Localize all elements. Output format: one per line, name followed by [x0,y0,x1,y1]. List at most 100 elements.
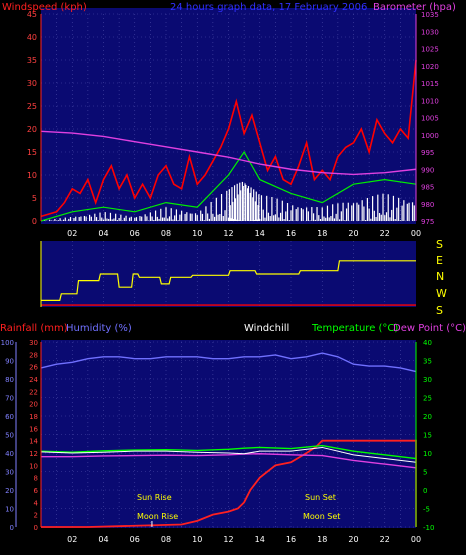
humidity-y-tick-label: 0 [10,524,14,532]
rain-y-tick-label: 22 [29,388,38,396]
baro-y-tick-label: 980 [421,201,434,209]
temp-y-tick-label: 5 [423,469,427,477]
wind-y-tick-label: 40 [27,33,37,42]
temp-y-tick-label: -10 [423,524,434,532]
baro-y-tick-label: 995 [421,149,434,157]
rain-y-tick-label: 2 [34,512,38,520]
wind-x-tick-label: 00 [411,229,421,238]
baro-y-tick-label: 1010 [421,97,439,105]
humidity-line [40,352,417,373]
wind-y-tick-label: 25 [27,102,37,111]
wind-x-tick-label: 12 [223,229,233,238]
rain-y-tick-label: 10 [29,462,38,470]
temp-x-tick-label: 10 [192,535,202,544]
baro-y-tick-label: 1015 [421,80,439,88]
wind-x-tick-label: 14 [255,229,265,238]
wind-y-tick-label: 20 [27,125,37,134]
rain-y-tick-label: 8 [34,475,38,483]
temp-y-tick-label: 30 [423,376,432,384]
moon-set-annotation: Moon Set [303,512,340,521]
rainfall-label: Rainfall (mm) [0,323,68,334]
rain-y-tick-label: 4 [34,499,39,507]
chart-title: 24 hours graph data, 17 February 2006 [170,2,367,13]
wind-y-tick-label: 0 [32,217,37,226]
humidity-y-tick-label: 30 [5,469,14,477]
temp-x-tick-label: 12 [223,535,233,544]
wind-direction-line [41,260,416,301]
humidity-y-tick-label: 20 [5,487,14,495]
rain-y-tick-label: 16 [29,425,38,433]
dewpoint-line [41,453,417,469]
temperature-line [40,444,417,460]
temp-y-tick-label: 20 [423,413,432,421]
wind-y-tick-label: 10 [27,171,37,180]
temp-x-tick-label: 14 [255,535,265,544]
humidity-y-tick-label: 60 [5,413,14,421]
temp-x-tick-label: 22 [380,535,390,544]
temp-x-tick-label: 18 [317,535,327,544]
wind-x-tick-label: 22 [380,229,390,238]
wind-y-tick-label: 30 [27,79,37,88]
baro-y-tick-label: 990 [421,166,434,174]
rain-y-tick-label: 6 [34,487,39,495]
rain-y-tick-label: 24 [29,376,38,384]
rain-y-tick-label: 0 [34,524,38,532]
wind-x-tick-label: 10 [192,229,202,238]
wind-y-tick-label: 35 [27,56,37,65]
wind-x-tick-label: 08 [161,229,171,238]
wind-x-tick-label: 16 [286,229,296,238]
rain-y-tick-label: 20 [29,401,38,409]
temp-x-tick-label: 02 [67,535,77,544]
humidity-y-tick-label: 50 [5,432,14,440]
temp-y-tick-label: 15 [423,432,432,440]
baro-y-tick-label: 1005 [421,115,439,123]
rain-y-tick-label: 30 [29,339,38,347]
wind-y-tick-label: 15 [27,148,37,157]
dewpoint-label: Dew Point (°C) [393,323,466,334]
temp-y-tick-label: 25 [423,395,432,403]
wind-y-tick-label: 5 [32,194,37,203]
dir-label-n: N [436,270,444,283]
dir-label-s2: S [436,304,443,317]
dir-label-w: W [436,287,447,300]
baro-y-tick-label: 1000 [421,132,439,140]
wind-axis-label: Windspeed (kph) [2,2,87,13]
wind-plot-area [41,8,416,224]
wind-gust-line [40,59,417,218]
baro-y-tick-label: 985 [421,184,434,192]
temp-x-tick-label: 20 [348,535,358,544]
temp-y-tick-label: 40 [423,339,432,347]
baro-y-tick-label: 1025 [421,46,439,54]
baro-y-tick-label: 1035 [421,11,439,19]
rain-y-tick-label: 14 [29,438,38,446]
temp-x-tick-label: 16 [286,535,296,544]
temp-y-tick-label: 10 [423,450,432,458]
wind-x-tick-label: 20 [348,229,358,238]
sun-set-annotation: Sun Set [305,493,336,502]
dir-label-s1: S [436,238,443,251]
dir-label-e: E [436,254,443,267]
temp-y-tick-label: 35 [423,358,432,366]
humidity-y-tick-label: 70 [5,395,14,403]
rain-y-tick-label: 28 [29,351,38,359]
humidity-y-tick-label: 40 [5,450,14,458]
wind-x-tick-label: 02 [67,229,77,238]
rain-y-tick-label: 18 [29,413,38,421]
humidity-y-tick-label: 80 [5,376,14,384]
average-wind-line [40,150,417,222]
wind-x-tick-label: 06 [130,229,140,238]
temp-y-tick-label: -5 [423,506,430,514]
temp-y-tick-label: 0 [423,487,427,495]
moon-rise-annotation: Moon Rise [137,512,178,521]
windchill-label: Windchill [244,323,289,334]
temp-x-tick-label: 06 [130,535,140,544]
baro-y-tick-label: 1020 [421,63,439,71]
wind-x-tick-label: 04 [98,229,108,238]
rain-y-tick-label: 12 [29,450,38,458]
humidity-label: Humidity (%) [66,323,132,334]
humidity-y-tick-label: 10 [5,506,14,514]
barometer-axis-label: Barometer (hpa) [373,2,456,13]
humidity-y-tick-label: 90 [5,358,14,366]
